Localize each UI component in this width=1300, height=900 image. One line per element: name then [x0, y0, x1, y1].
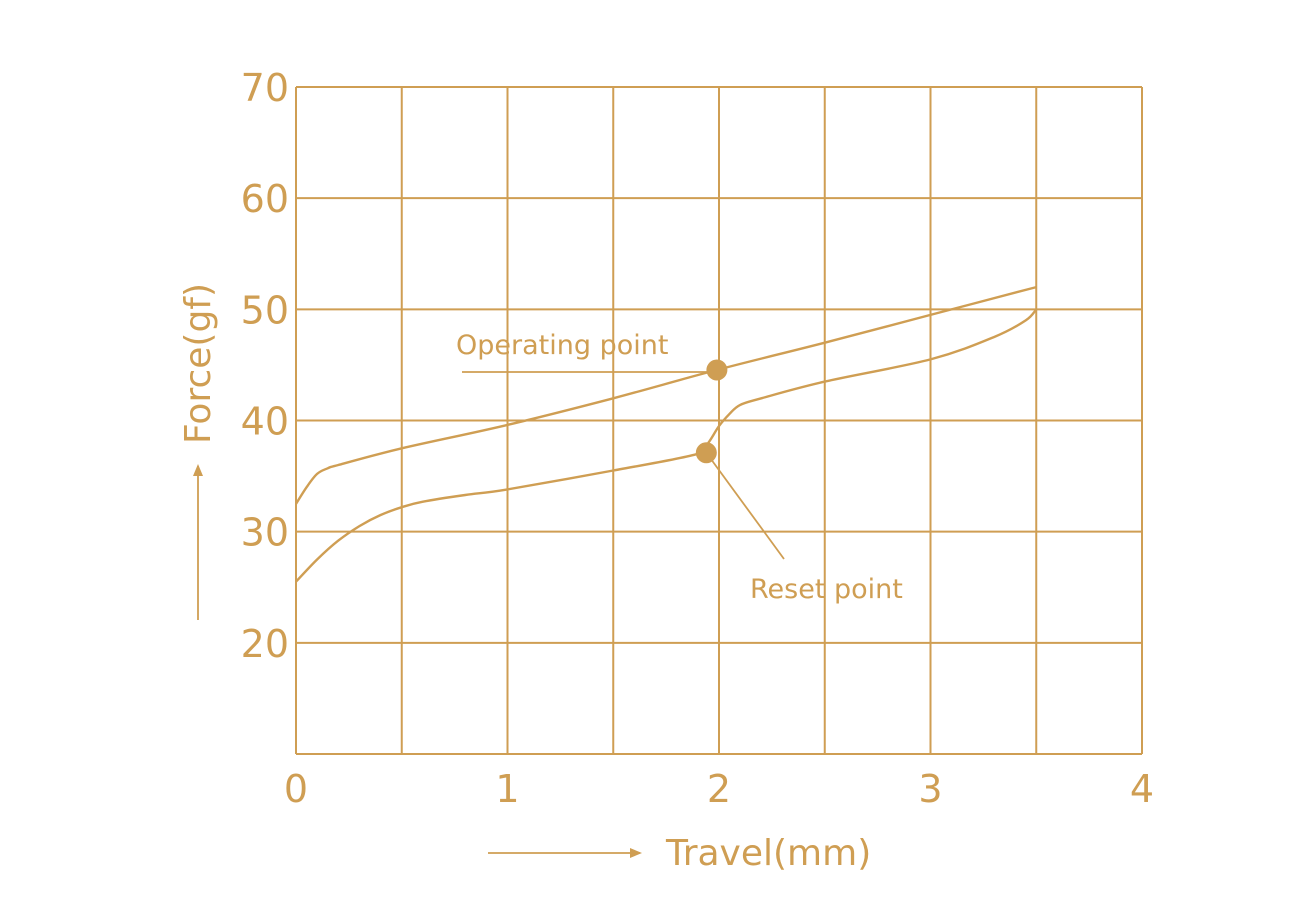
operating-point-label: Operating point — [456, 330, 668, 361]
y-axis-ticks: 20 30 40 50 60 70 — [241, 66, 289, 666]
x-tick-label: 1 — [495, 767, 519, 811]
y-tick-label: 20 — [241, 622, 289, 666]
reset-point-label: Reset point — [750, 574, 903, 605]
x-tick-label: 2 — [707, 767, 731, 811]
x-tick-label: 3 — [918, 767, 942, 811]
y-tick-label: 60 — [241, 177, 289, 221]
x-tick-label: 0 — [284, 767, 308, 811]
y-tick-label: 30 — [241, 511, 289, 555]
operating-point-marker — [706, 359, 728, 381]
x-axis-ticks: 0 1 2 3 4 — [284, 767, 1154, 811]
y-tick-label: 40 — [241, 400, 289, 444]
x-tick-label: 4 — [1130, 767, 1154, 811]
grid — [295, 86, 1143, 755]
y-tick-label: 50 — [241, 288, 289, 332]
reset-point-marker — [695, 442, 717, 464]
y-axis-label: Force(gf) — [178, 283, 219, 444]
y-tick-label: 70 — [241, 66, 289, 110]
reset-point-leader — [705, 452, 785, 560]
annotations-layer: Operating point Reset point — [456, 330, 903, 605]
series-line-1 — [294, 285, 1037, 505]
x-axis-label: Travel(mm) — [665, 833, 871, 874]
